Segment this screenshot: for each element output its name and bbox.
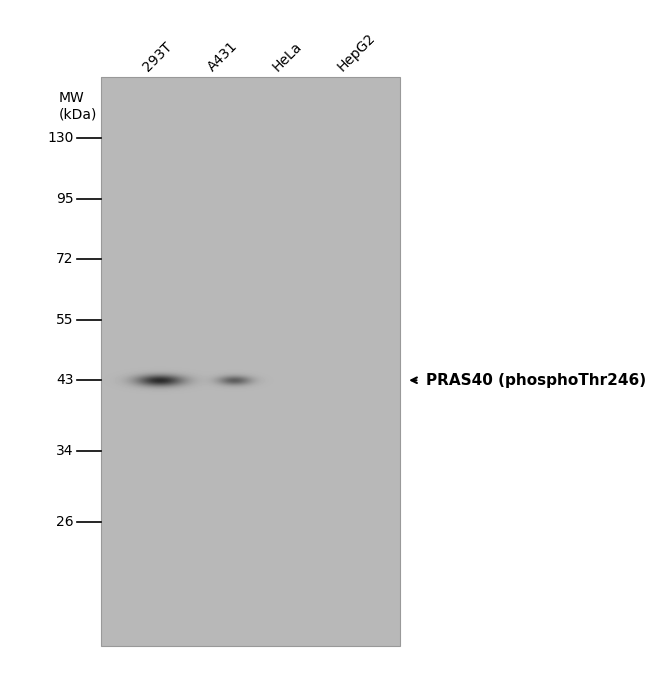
Text: HepG2: HepG2 <box>335 31 378 74</box>
Text: 55: 55 <box>56 313 73 326</box>
Text: A431: A431 <box>205 39 240 74</box>
Text: 293T: 293T <box>140 40 174 74</box>
Text: 72: 72 <box>56 252 73 266</box>
Text: MW
(kDa): MW (kDa) <box>58 91 97 121</box>
Text: 95: 95 <box>56 192 73 205</box>
Text: 43: 43 <box>56 374 73 387</box>
Text: 26: 26 <box>56 515 73 528</box>
Bar <box>101 77 400 646</box>
Text: HeLa: HeLa <box>270 39 305 74</box>
Text: PRAS40 (phosphoThr246): PRAS40 (phosphoThr246) <box>426 373 646 388</box>
Text: 130: 130 <box>47 131 73 145</box>
Text: 34: 34 <box>56 444 73 458</box>
